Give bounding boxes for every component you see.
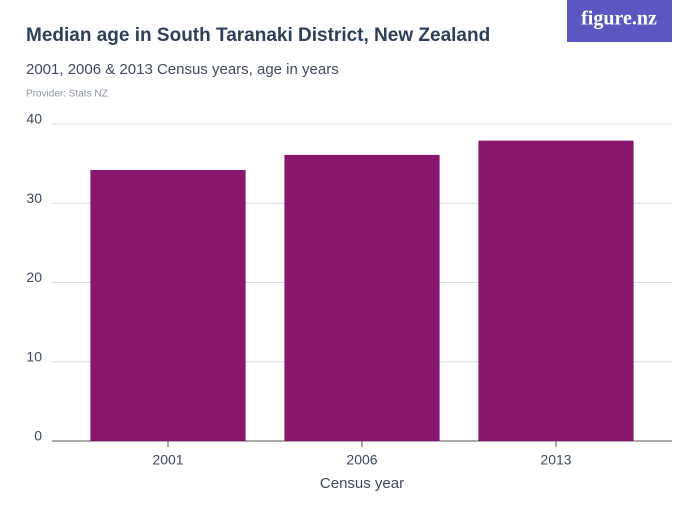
- source: Provider: Stats NZ: [26, 89, 108, 100]
- logo: figure.nz: [581, 8, 657, 30]
- bar: [90, 169, 246, 441]
- y-tick-label: 30: [26, 190, 42, 206]
- x-tick-label: 2001: [152, 452, 183, 468]
- chart-title: Median age in South Taranaki District, N…: [26, 25, 490, 46]
- y-tick-label: 40: [26, 111, 42, 127]
- bar: [478, 140, 634, 441]
- y-tick-label: 20: [26, 269, 42, 285]
- x-tick-label: 2006: [346, 452, 377, 468]
- x-tick-label: 2013: [540, 452, 571, 468]
- bar: [284, 154, 440, 441]
- y-tick-label: 10: [26, 348, 42, 364]
- logo-box: [567, 0, 672, 42]
- x-axis-label: Census year: [320, 475, 404, 492]
- y-tick-label: 0: [34, 428, 42, 444]
- chart-subtitle: 2001, 2006 & 2013 Census years, age in y…: [26, 61, 339, 78]
